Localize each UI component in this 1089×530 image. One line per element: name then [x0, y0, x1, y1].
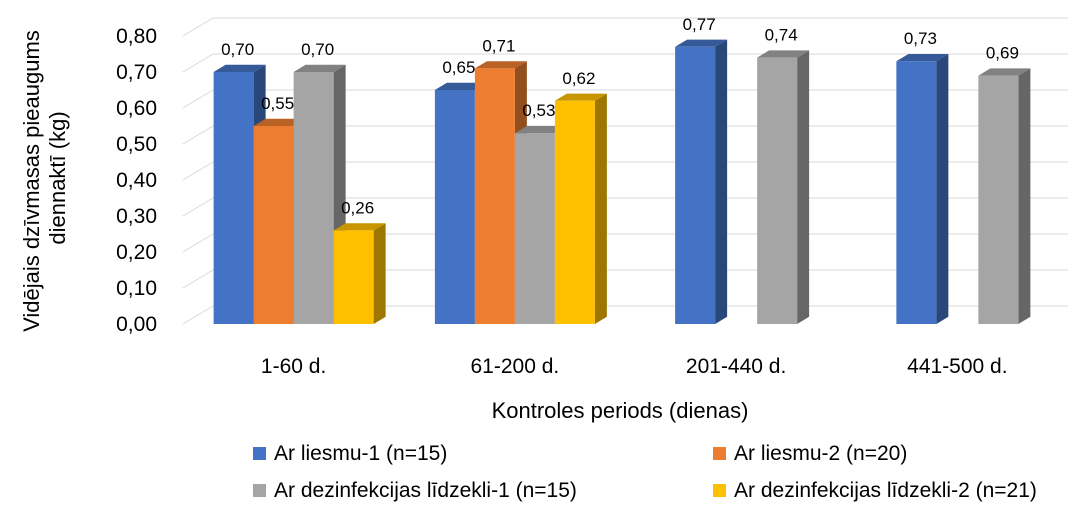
- bar-top: [293, 64, 346, 72]
- bar-top: [896, 54, 949, 62]
- y-tick-label: 0,60: [116, 97, 157, 120]
- y-axis-title-line-1: Vidējais dzīvmasas pieaugums: [19, 30, 44, 332]
- x-tick-label: 201-440 d.: [686, 355, 786, 378]
- data-label: 0,71: [482, 36, 515, 55]
- bar-top: [333, 223, 386, 231]
- labels-layer: 0,70 0,55 0,70 0,26 0,65 0,71 0,53 0,62 0,77 0,74…: [221, 15, 1019, 218]
- data-label: 0,26: [341, 198, 374, 217]
- y-tick-label: 0,50: [116, 133, 157, 156]
- bar-side: [373, 223, 386, 324]
- y-tick-label: 0,30: [116, 205, 157, 228]
- bar-top: [434, 82, 487, 90]
- bar-top: [514, 126, 567, 134]
- gridline-depth: [182, 17, 214, 37]
- gridline-depth: [182, 53, 214, 73]
- gridline-depth: [182, 197, 214, 217]
- bar-front: [253, 126, 294, 324]
- legend-label: Ar dezinfekcijas līdzekli-2 (n=21): [734, 479, 1037, 502]
- legend: Ar liesmu-1 (n=15) Ar liesmu-2 (n=20) Ar d…: [253, 442, 1037, 502]
- legend-label: Ar liesmu-2 (n=20): [734, 442, 907, 465]
- y-axis-title-line-2: diennaktī (kg): [45, 111, 70, 244]
- bar-front: [434, 90, 475, 324]
- data-label: 0,53: [522, 101, 555, 120]
- gridline-depth: [182, 269, 214, 289]
- x-tick-label: 61-200 d.: [471, 355, 560, 378]
- x-tick-label: 1-60 d.: [261, 355, 326, 378]
- gridline-depth: [182, 161, 214, 181]
- data-label: 0,73: [904, 29, 937, 48]
- bar-front: [514, 133, 555, 324]
- bar-front: [213, 72, 254, 324]
- bar-front: [333, 230, 374, 324]
- y-tick-label: 0,70: [116, 61, 157, 84]
- y-tick-label: 0,00: [116, 313, 157, 336]
- bar-top: [213, 64, 266, 72]
- gridline-depth: [182, 89, 214, 109]
- bar: [554, 93, 607, 324]
- legend-label: Ar liesmu-1 (n=15): [274, 442, 447, 465]
- legend-label: Ar dezinfekcijas līdzekli-1 (n=15): [274, 479, 577, 502]
- bar-front: [675, 46, 716, 325]
- bar: [333, 223, 386, 324]
- data-label: 0,77: [683, 15, 716, 34]
- bar-side: [1018, 68, 1031, 325]
- bar-top: [554, 93, 607, 101]
- x-tick-label: 441-500 d.: [907, 355, 1007, 378]
- bar: [675, 39, 728, 325]
- bar-front: [474, 68, 515, 325]
- bar-top: [474, 61, 527, 69]
- legend-swatch: [253, 484, 266, 497]
- gridline-depth: [182, 233, 214, 253]
- gridline-depth: [182, 125, 214, 145]
- bars-layer: [213, 39, 1031, 325]
- bar-side: [797, 50, 810, 325]
- y-tick-label: 0,80: [116, 25, 157, 48]
- bar-top: [675, 39, 728, 47]
- x-axis-title: Kontroles periods (dienas): [492, 398, 749, 423]
- data-label: 0,69: [986, 44, 1019, 63]
- bar-front: [896, 61, 937, 324]
- data-label: 0,70: [221, 40, 254, 59]
- bar-front: [293, 72, 334, 324]
- legend-swatch: [253, 447, 266, 460]
- data-label: 0,70: [301, 40, 334, 59]
- data-label: 0,62: [562, 69, 595, 88]
- bar: [757, 50, 810, 325]
- data-label: 0,74: [765, 26, 798, 45]
- y-tick-label: 0,40: [116, 169, 157, 192]
- gridline-depth: [182, 305, 214, 325]
- bar-top: [253, 118, 306, 126]
- y-tick-label: 0,20: [116, 241, 157, 264]
- bar-side: [594, 93, 607, 324]
- bar-side: [715, 39, 728, 324]
- legend-swatch: [713, 484, 726, 497]
- bar: [978, 68, 1031, 325]
- data-label: 0,65: [442, 58, 475, 77]
- y-axis-title: Vidējais dzīvmasas pieaugums diennaktī (…: [19, 24, 70, 332]
- data-label: 0,55: [261, 94, 294, 113]
- bar-top: [978, 68, 1031, 76]
- bar-front: [978, 75, 1019, 324]
- y-tick-label: 0,10: [116, 277, 157, 300]
- bar-side: [936, 54, 949, 324]
- legend-swatch: [713, 447, 726, 460]
- axis-layer: 0,00 0,10 0,20 0,30 0,40 0,50 0,60 0,70 0,80 1-60…: [116, 25, 1007, 378]
- bar-front: [554, 100, 595, 324]
- bar-front: [757, 57, 798, 324]
- bar-top: [757, 50, 810, 58]
- bar: [896, 54, 949, 324]
